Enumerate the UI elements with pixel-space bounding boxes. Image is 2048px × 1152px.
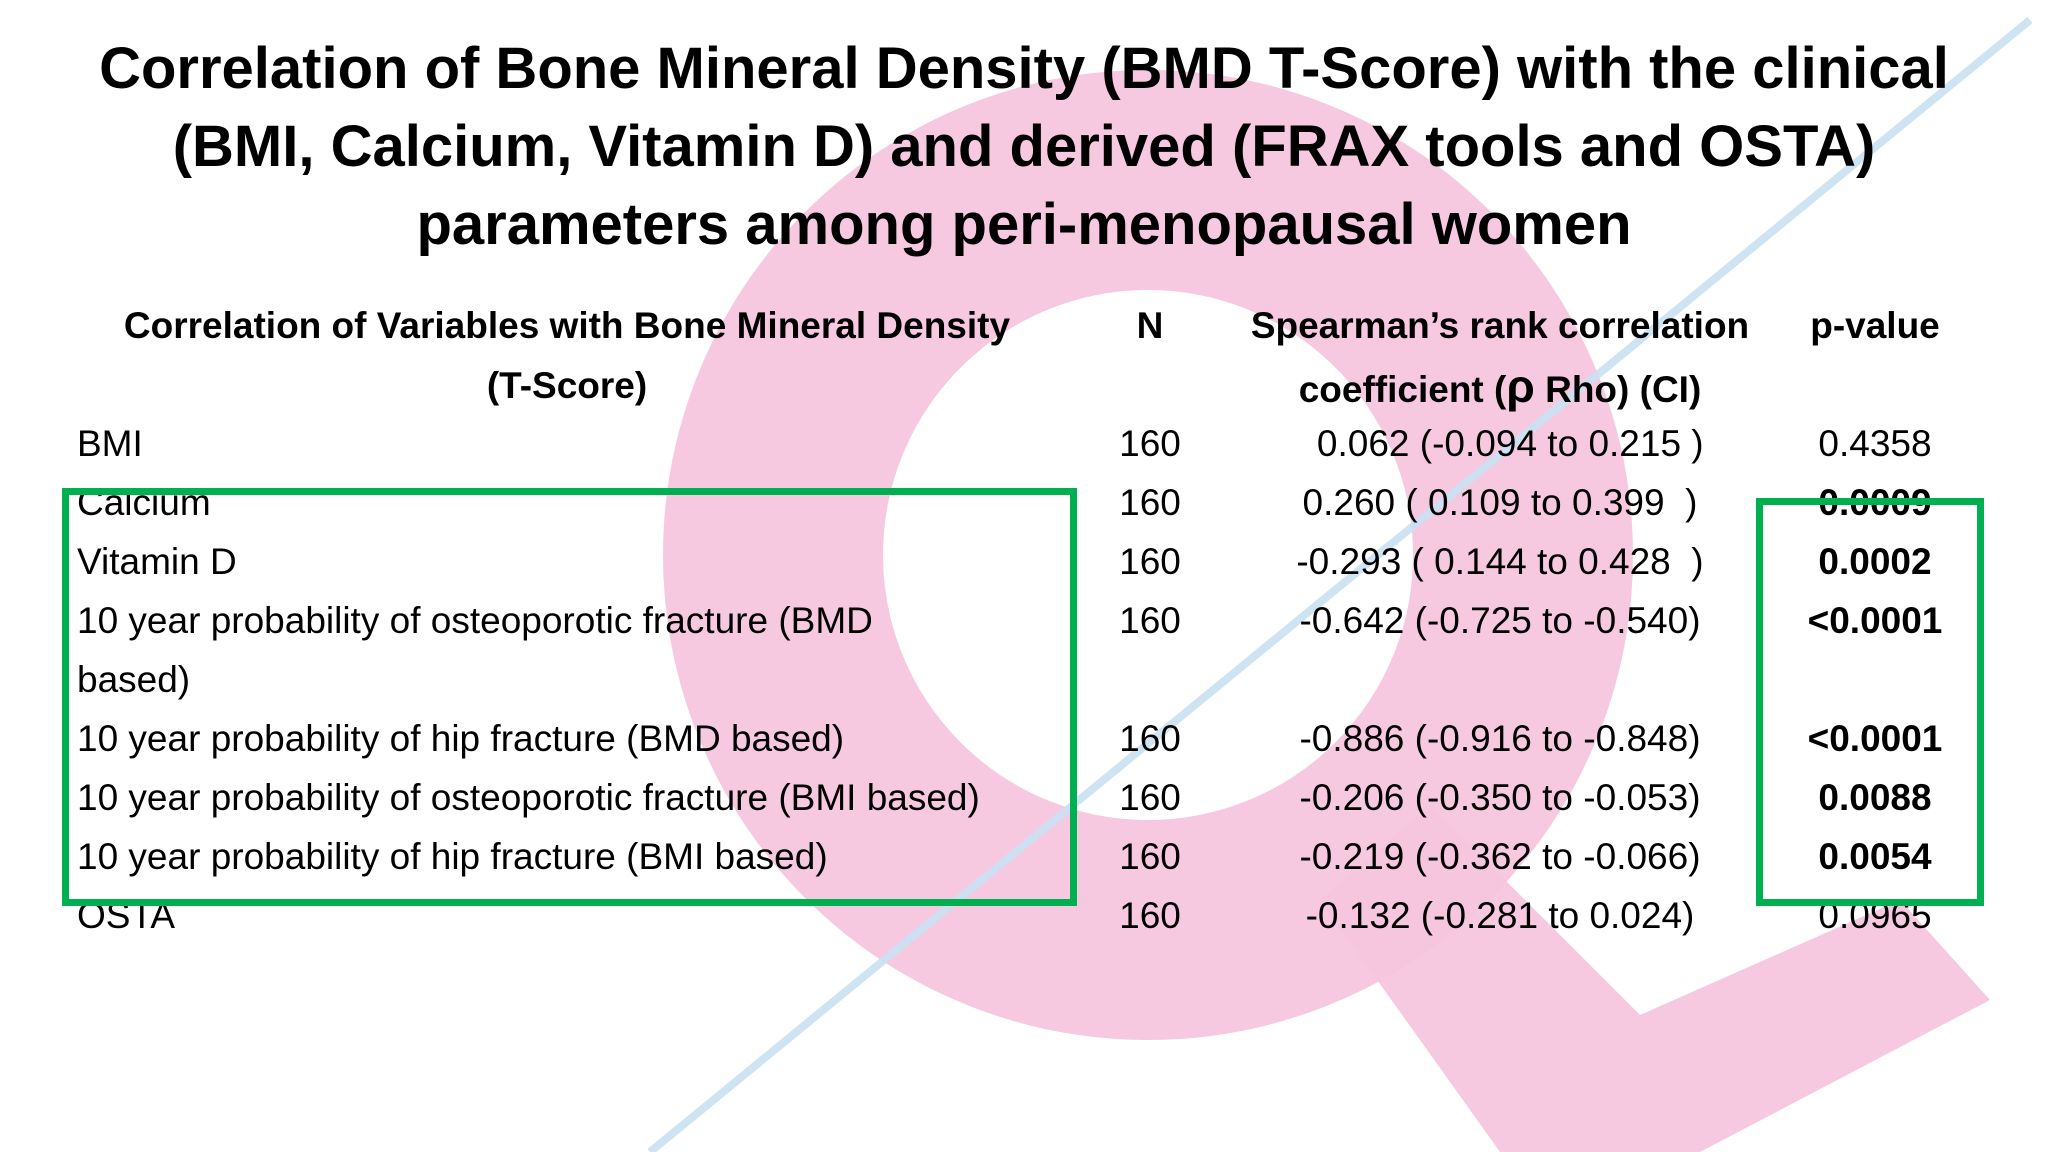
watermark-shapes [647, 16, 2033, 1152]
row-n: 160 [1119, 718, 1181, 759]
header-p: p-value [1780, 296, 1970, 356]
watermark-ring [663, 70, 1633, 1040]
row-rho: -0.642 (-0.725 to -0.540) [1299, 600, 1701, 641]
table-row: 10 year probability of osteoporotic frac… [0, 591, 2048, 709]
row-variable: 10 year probability of hip fracture (BMD… [77, 718, 845, 759]
row-rho: 0.062 (-0.094 to 0.215 ) [1296, 423, 1704, 464]
header-variable-line1: Correlation of Variables with Bone Miner… [123, 305, 1011, 346]
watermark-diagonal-line [647, 16, 2033, 1152]
row-variable: BMI [77, 423, 143, 464]
row-p-value: <0.0001 [1807, 718, 1943, 759]
header-rho-prefix: coefficient ( [1298, 369, 1507, 410]
row-n: 160 [1119, 895, 1181, 936]
header-variable: Correlation of Variables with Bone Miner… [77, 296, 1057, 416]
row-p-value: <0.0001 [1807, 600, 1943, 641]
row-n: 160 [1119, 482, 1181, 523]
header-variable-line2: (T-Score) [486, 365, 648, 406]
title-line-2: (BMI, Calcium, Vitamin D) and derived (F… [172, 114, 1876, 179]
table-row: Vitamin D 160 -0.293 ( 0.144 to 0.428 ) … [0, 532, 2048, 591]
row-rho: -0.206 (-0.350 to -0.053) [1299, 777, 1701, 818]
row-rho: -0.886 (-0.916 to -0.848) [1299, 718, 1701, 759]
row-variable: 10 year probability of osteoporotic frac… [77, 600, 873, 700]
header-rho-suffix: Rho) (CI) [1534, 369, 1702, 410]
row-n: 160 [1119, 541, 1181, 582]
header-rho: Spearman’s rank correlation coefficient … [1230, 296, 1770, 420]
table-row: BMI 160 0.062 (-0.094 to 0.215 ) 0.4358 [0, 414, 2048, 473]
highlight-box-p-values [1756, 498, 1984, 906]
row-variable: Vitamin D [77, 541, 237, 582]
row-n: 160 [1119, 777, 1181, 818]
slide-title: Correlation of Bone Mineral Density (BMD… [0, 30, 2048, 264]
table-row: 10 year probability of hip fracture (BMD… [0, 709, 2048, 768]
row-n: 160 [1119, 600, 1181, 641]
row-rho: -0.293 ( 0.144 to 0.428 ) [1296, 541, 1704, 582]
row-rho: -0.132 (-0.281 to 0.024) [1305, 895, 1695, 936]
title-line-3: parameters among peri-menopausal women [416, 192, 1632, 257]
header-n: N [1100, 296, 1200, 356]
table-row: 10 year probability of osteoporotic frac… [0, 768, 2048, 827]
header-p-label: p-value [1810, 305, 1940, 346]
row-variable: 10 year probability of osteoporotic frac… [77, 777, 980, 818]
row-rho: -0.219 (-0.362 to -0.066) [1299, 836, 1701, 877]
row-p-value: 0.0088 [1818, 777, 1932, 818]
row-rho: 0.260 ( 0.109 to 0.399 ) [1302, 482, 1698, 523]
row-p-value: 0.0054 [1818, 836, 1932, 877]
row-p-value: 0.4358 [1818, 423, 1932, 464]
header-rho-line1: Spearman’s rank correlation [1250, 305, 1750, 346]
table-row: 10 year probability of hip fracture (BMI… [0, 827, 2048, 886]
watermark-tail [1320, 805, 1990, 1152]
row-n: 160 [1119, 836, 1181, 877]
row-n: 160 [1119, 423, 1181, 464]
highlight-box-variables [62, 488, 1077, 906]
row-variable: 10 year probability of hip fracture (BMI… [77, 836, 828, 877]
header-n-label: N [1136, 305, 1164, 346]
rho-symbol: ρ [1506, 360, 1535, 412]
row-p-value: 0.0002 [1818, 541, 1932, 582]
title-line-1: Correlation of Bone Mineral Density (BMD… [99, 36, 1949, 101]
header-rho-line2: coefficient (ρ Rho) (CI) [1230, 356, 1770, 420]
